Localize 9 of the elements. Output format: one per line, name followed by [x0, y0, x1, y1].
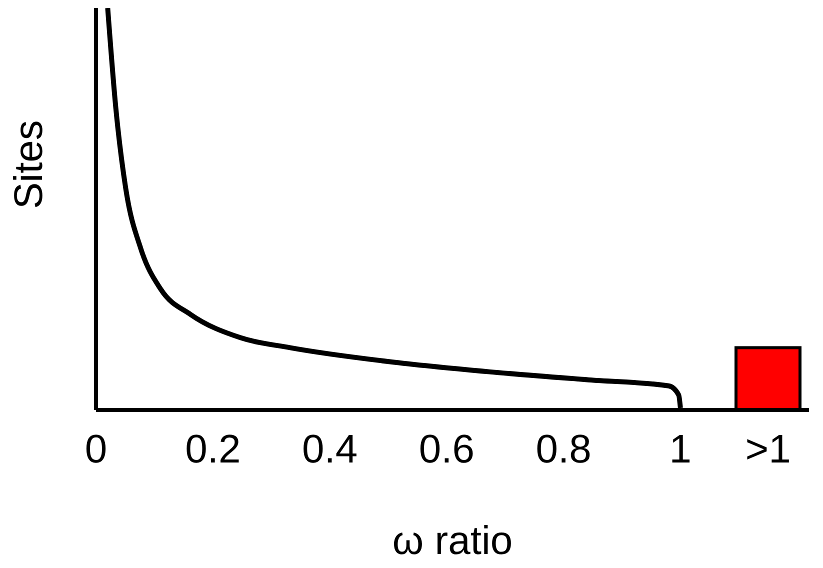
x-tick-label: 0.8	[536, 427, 592, 472]
x-tick-label: 0	[84, 427, 108, 472]
x-tick-label: 0.2	[185, 427, 241, 472]
x-axis-title: ω ratio	[392, 519, 513, 563]
x-tick-label: 0.4	[302, 427, 358, 472]
y-axis-title: Sites	[7, 120, 52, 209]
x-tick-label: 0.6	[418, 427, 474, 472]
x-tick-label: >1	[745, 427, 791, 472]
x-tick-label: 1	[669, 427, 692, 472]
